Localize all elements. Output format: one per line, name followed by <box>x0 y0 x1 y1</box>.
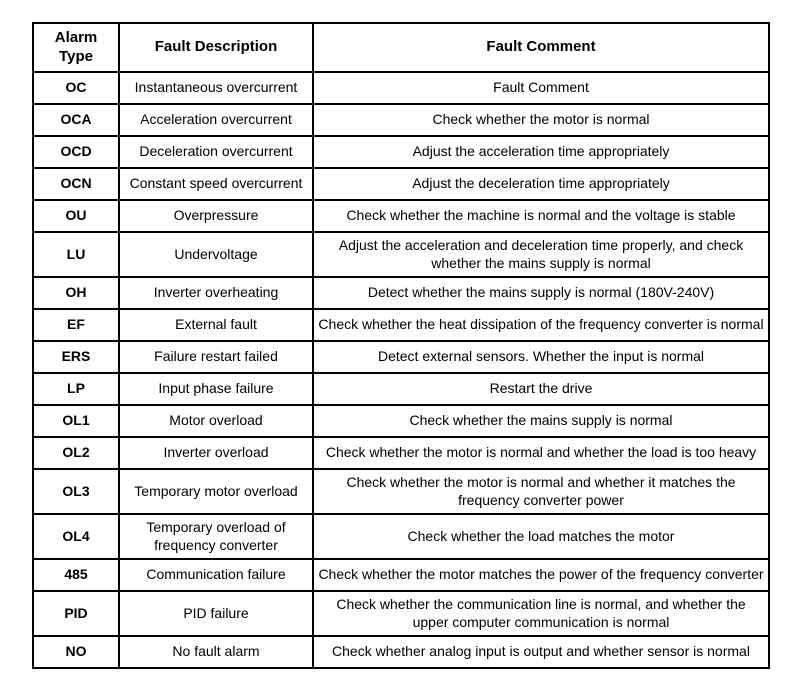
fault-description-cell: Failure restart failed <box>118 340 314 374</box>
fault-description-cell: Undervoltage <box>118 231 314 278</box>
fault-comment-cell: Check whether the motor is normal <box>312 103 770 137</box>
alarm-type-cell: OCD <box>32 135 120 169</box>
alarm-type-cell: OCN <box>32 167 120 201</box>
fault-comment-cell: Check whether analog input is output and… <box>312 635 770 669</box>
fault-comment-cell: Adjust the acceleration time appropriate… <box>312 135 770 169</box>
fault-comment-cell: Check whether the motor is normal and wh… <box>312 436 770 470</box>
table-row: OCD Deceleration overcurrent Adjust the … <box>32 135 770 169</box>
fault-description-cell: Motor overload <box>118 404 314 438</box>
alarm-type-cell: OL4 <box>32 513 120 560</box>
alarm-type-cell: ERS <box>32 340 120 374</box>
fault-description-cell: Overpressure <box>118 199 314 233</box>
fault-description-cell: PID failure <box>118 590 314 637</box>
fault-comment-cell: Check whether the motor is normal and wh… <box>312 468 770 515</box>
fault-description-cell: Input phase failure <box>118 372 314 406</box>
table-header-row: Alarm Type Fault Description Fault Comme… <box>32 22 770 73</box>
fault-comment-cell: Check whether the load matches the motor <box>312 513 770 560</box>
fault-comment-cell: Check whether the motor matches the powe… <box>312 558 770 592</box>
fault-description-cell: Communication failure <box>118 558 314 592</box>
alarm-type-cell: 485 <box>32 558 120 592</box>
fault-description-cell: Acceleration overcurrent <box>118 103 314 137</box>
table-row: OCA Acceleration overcurrent Check wheth… <box>32 103 770 137</box>
fault-table: Alarm Type Fault Description Fault Comme… <box>32 22 770 669</box>
fault-comment-cell: Check whether the heat dissipation of th… <box>312 308 770 342</box>
fault-description-cell: No fault alarm <box>118 635 314 669</box>
fault-description-cell: Deceleration overcurrent <box>118 135 314 169</box>
alarm-type-cell: OH <box>32 276 120 310</box>
alarm-type-cell: LU <box>32 231 120 278</box>
fault-comment-cell: Restart the drive <box>312 372 770 406</box>
column-header-fault-description: Fault Description <box>118 22 314 73</box>
alarm-type-cell: EF <box>32 308 120 342</box>
table-row: LU Undervoltage Adjust the acceleration … <box>32 231 770 278</box>
alarm-type-cell: OCA <box>32 103 120 137</box>
alarm-type-cell: OL2 <box>32 436 120 470</box>
table-row: EF External fault Check whether the heat… <box>32 308 770 342</box>
fault-description-cell: Temporary overload of frequency converte… <box>118 513 314 560</box>
fault-description-cell: External fault <box>118 308 314 342</box>
table-row: PID PID failure Check whether the commun… <box>32 590 770 637</box>
fault-comment-cell: Detect whether the mains supply is norma… <box>312 276 770 310</box>
alarm-type-cell: OL3 <box>32 468 120 515</box>
alarm-type-cell: PID <box>32 590 120 637</box>
column-header-alarm-type: Alarm Type <box>32 22 120 73</box>
table-row: OU Overpressure Check whether the machin… <box>32 199 770 233</box>
fault-comment-cell: Adjust the deceleration time appropriate… <box>312 167 770 201</box>
table-row: ERS Failure restart failed Detect extern… <box>32 340 770 374</box>
column-header-fault-comment: Fault Comment <box>312 22 770 73</box>
alarm-type-cell: LP <box>32 372 120 406</box>
alarm-type-cell: OU <box>32 199 120 233</box>
fault-description-cell: Inverter overheating <box>118 276 314 310</box>
table-row: OC Instantaneous overcurrent Fault Comme… <box>32 71 770 105</box>
fault-comment-cell: Check whether the mains supply is normal <box>312 404 770 438</box>
fault-comment-cell: Check whether the communication line is … <box>312 590 770 637</box>
table-row: OL1 Motor overload Check whether the mai… <box>32 404 770 438</box>
table-row: 485 Communication failure Check whether … <box>32 558 770 592</box>
table-row: OL3 Temporary motor overload Check wheth… <box>32 468 770 515</box>
fault-comment-cell: Check whether the machine is normal and … <box>312 199 770 233</box>
table-row: OL4 Temporary overload of frequency conv… <box>32 513 770 560</box>
fault-comment-cell: Adjust the acceleration and deceleration… <box>312 231 770 278</box>
table-row: OCN Constant speed overcurrent Adjust th… <box>32 167 770 201</box>
fault-comment-cell: Fault Comment <box>312 71 770 105</box>
fault-comment-cell: Detect external sensors. Whether the inp… <box>312 340 770 374</box>
fault-description-cell: Inverter overload <box>118 436 314 470</box>
table-row: LP Input phase failure Restart the drive <box>32 372 770 406</box>
fault-description-cell: Instantaneous overcurrent <box>118 71 314 105</box>
fault-description-cell: Temporary motor overload <box>118 468 314 515</box>
alarm-type-cell: NO <box>32 635 120 669</box>
fault-description-cell: Constant speed overcurrent <box>118 167 314 201</box>
table-row: OL2 Inverter overload Check whether the … <box>32 436 770 470</box>
table-row: OH Inverter overheating Detect whether t… <box>32 276 770 310</box>
alarm-type-cell: OL1 <box>32 404 120 438</box>
alarm-type-cell: OC <box>32 71 120 105</box>
table-row: NO No fault alarm Check whether analog i… <box>32 635 770 669</box>
